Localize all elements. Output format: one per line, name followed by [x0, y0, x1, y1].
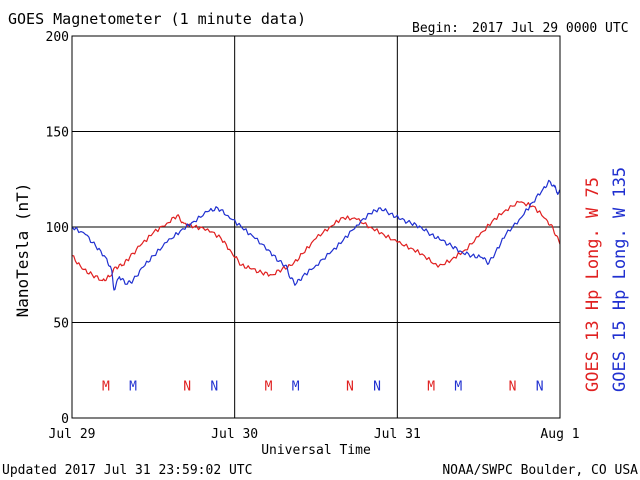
- noon-midnight-marker: N: [210, 380, 218, 395]
- noon-midnight-marker: M: [292, 380, 300, 395]
- x-axis-label: Universal Time: [261, 443, 371, 458]
- begin-label: Begin:: [412, 21, 459, 36]
- y-tick-label: 150: [46, 126, 69, 141]
- source-credit: NOAA/SWPC Boulder, CO USA: [442, 463, 638, 478]
- series-layer: [71, 179, 561, 291]
- series-line-goes15: [71, 179, 561, 291]
- noon-midnight-marker: M: [265, 380, 273, 395]
- noon-midnight-marker: M: [129, 380, 137, 395]
- x-tick-labels: Jul 29 Jul 30 Jul 31 Aug 1: [49, 427, 580, 442]
- noon-midnight-marker: N: [183, 380, 191, 395]
- noon-midnight-marker: N: [346, 380, 354, 395]
- legend-goes13: GOES 13 Hp Long. W 75: [583, 177, 603, 392]
- legend-goes15-label: GOES 15 Hp Long. W 135: [610, 167, 630, 392]
- noon-midnight-marker: N: [536, 380, 544, 395]
- x-tick-label: Jul 30: [211, 427, 258, 442]
- y-axis-label: NanoTesla (nT): [13, 183, 32, 318]
- y-tick-label: 0: [61, 412, 69, 427]
- y-tick-label: 200: [46, 30, 69, 45]
- updated-timestamp: Updated 2017 Jul 31 23:59:02 UTC: [2, 463, 252, 478]
- chart-title: GOES Magnetometer (1 minute data): [8, 10, 306, 28]
- x-tick-label: Jul 31: [374, 427, 421, 442]
- noon-midnight-marker: M: [454, 380, 462, 395]
- x-tick-label: Jul 29: [49, 427, 96, 442]
- grid-lines: [72, 36, 560, 418]
- series-line-goes13: [71, 200, 561, 282]
- legend-goes13-label: GOES 13 Hp Long. W 75: [583, 177, 603, 392]
- noon-midnight-marker: N: [373, 380, 381, 395]
- legend-goes15: GOES 15 Hp Long. W 135: [610, 167, 630, 392]
- plot-frame: [71, 35, 561, 419]
- noon-midnight-marker: M: [427, 380, 435, 395]
- y-tick-label: 50: [53, 317, 69, 332]
- x-tick-label: Aug 1: [540, 427, 579, 442]
- noon-midnight-marker: M: [102, 380, 110, 395]
- y-tick-labels: 0 50 100 150 200: [46, 30, 69, 427]
- y-tick-label: 100: [46, 221, 69, 236]
- begin-value: 2017 Jul 29 0000 UTC: [472, 21, 629, 36]
- noon-midnight-marker: N: [509, 380, 517, 395]
